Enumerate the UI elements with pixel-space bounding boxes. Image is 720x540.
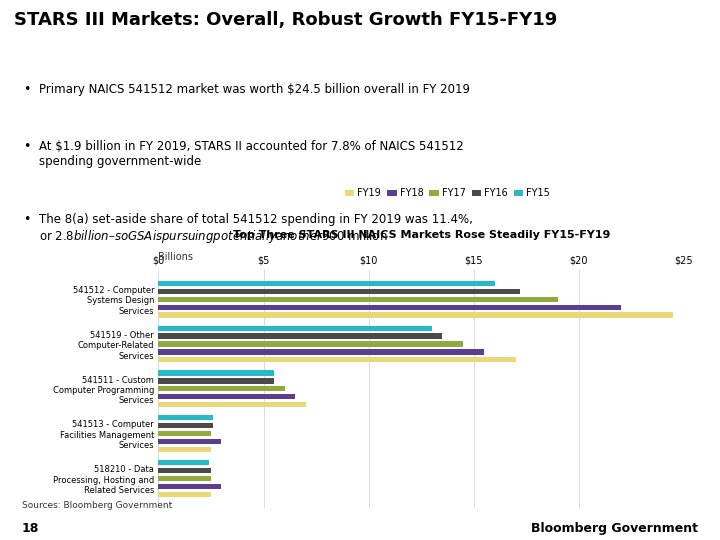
Bar <box>158 476 211 481</box>
Text: 18: 18 <box>22 522 39 535</box>
Bar <box>158 349 485 355</box>
Bar <box>158 281 495 286</box>
Text: At $1.9 billion in FY 2019, STARS II accounted for 7.8% of NAICS 541512
spending: At $1.9 billion in FY 2019, STARS II acc… <box>39 140 464 168</box>
Bar <box>158 357 516 362</box>
Bar <box>158 313 673 318</box>
Text: Primary NAICS 541512 market was worth $24.5 billion overall in FY 2019: Primary NAICS 541512 market was worth $2… <box>39 83 469 96</box>
Bar <box>158 491 211 497</box>
Text: The 8(a) set-aside share of total 541512 spending in FY 2019 was 11.4%,
or $2.8 : The 8(a) set-aside share of total 541512… <box>39 213 472 245</box>
Text: •: • <box>23 140 30 153</box>
Bar <box>158 423 213 428</box>
Bar <box>158 431 211 436</box>
Text: Billions: Billions <box>158 252 194 262</box>
Bar <box>158 341 463 347</box>
Bar <box>158 460 209 465</box>
Bar <box>158 296 558 302</box>
Bar <box>158 439 222 444</box>
Bar <box>158 326 432 331</box>
Bar <box>158 386 284 391</box>
Text: Sources: Bloomberg Government: Sources: Bloomberg Government <box>22 501 172 510</box>
Bar <box>158 370 274 376</box>
Text: •: • <box>23 213 30 226</box>
Bar <box>158 378 274 383</box>
Bar <box>158 468 211 473</box>
Text: STARS III Markets: Overall, Robust Growth FY15-FY19: STARS III Markets: Overall, Robust Growt… <box>14 11 558 29</box>
Bar <box>158 334 442 339</box>
Bar <box>158 289 520 294</box>
Bar <box>158 484 222 489</box>
Text: Bloomberg Government: Bloomberg Government <box>531 522 698 535</box>
Legend: FY19, FY18, FY17, FY16, FY15: FY19, FY18, FY17, FY16, FY15 <box>341 185 554 202</box>
Bar <box>158 415 213 421</box>
Bar <box>158 394 295 400</box>
Text: •: • <box>23 83 30 96</box>
Text: Top Three STARS III NAICS Markets Rose Steadily FY15-FY19: Top Three STARS III NAICS Markets Rose S… <box>233 230 610 240</box>
Bar <box>158 305 621 310</box>
Bar <box>158 402 305 407</box>
Bar <box>158 447 211 452</box>
